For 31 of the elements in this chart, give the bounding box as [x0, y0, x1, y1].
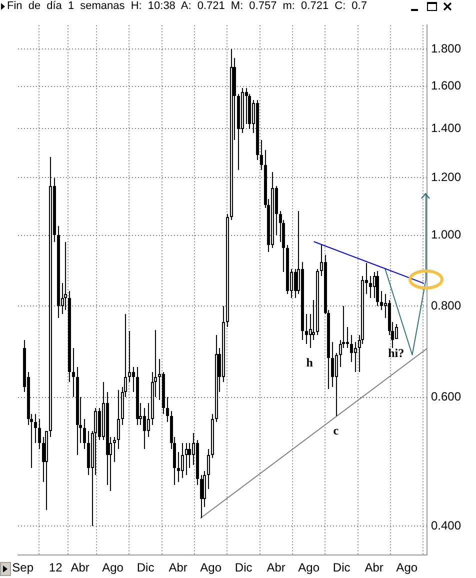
x-tick-label: Ago	[102, 560, 124, 575]
y-tick-label: 0.800	[431, 298, 462, 312]
x-tick-label: Dic	[234, 560, 252, 575]
x-tick-label: Abr	[168, 560, 188, 575]
candlestick	[64, 242, 67, 310]
x-tick-label: Ago	[396, 560, 418, 575]
x-tick-label: Abr	[70, 560, 90, 575]
annotation: c	[333, 424, 340, 438]
x-tick-label: Abr	[266, 560, 286, 575]
y-tick-label: 0.400	[431, 518, 462, 532]
chart-title: Fin de día 1 semanas H: 10:38 A: 0.721 M: 0.757 m: 0.721 C: 0.7	[7, 0, 367, 13]
y-tick-label: 0.600	[431, 390, 462, 404]
y-tick-label: 1.200	[431, 170, 462, 184]
x-tick-label: 12	[48, 560, 63, 575]
x-tick-label: Abr	[364, 560, 384, 575]
candlestick	[72, 348, 75, 397]
annotation: h	[306, 356, 314, 370]
x-tick-label: Sep	[12, 560, 34, 575]
annotation: hi?	[388, 346, 404, 360]
y-tick-label: 1.000	[431, 228, 462, 242]
y-tick-label: 1.600	[431, 78, 462, 93]
y-tick-label: 1.400	[431, 120, 462, 135]
candlestick	[128, 331, 131, 382]
x-tick-label: Dic	[332, 560, 350, 575]
x-tick-label: Ago	[200, 560, 222, 575]
x-tick-label: Ago	[298, 560, 320, 575]
candlestick	[312, 300, 315, 340]
y-tick-label: 1.800	[431, 41, 462, 56]
x-tick-label: Dic	[136, 560, 154, 575]
candlestick	[177, 452, 180, 482]
candlestick	[346, 327, 349, 348]
